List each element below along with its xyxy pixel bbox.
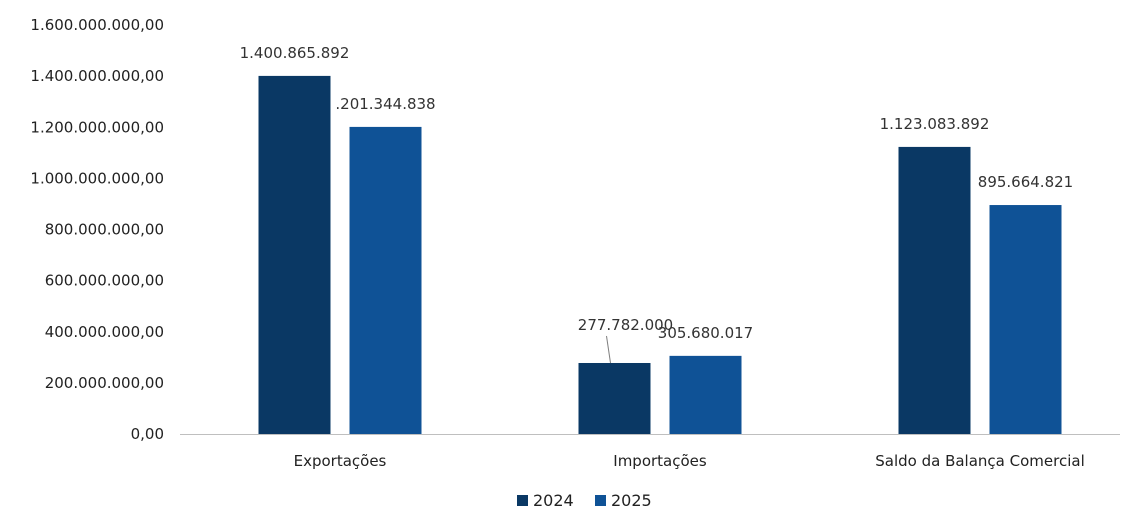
bar-2024-2 — [898, 146, 971, 434]
bar-2025-1 — [669, 355, 742, 434]
legend: 2024 2025 — [517, 491, 652, 510]
legend-label-2024: 2024 — [533, 491, 574, 510]
legend-label-2025: 2025 — [611, 491, 652, 510]
x-category-label: Exportações — [294, 452, 387, 470]
data-label-2024-0: 1.400.865.892 — [240, 44, 350, 62]
y-tick-label: 0,00 — [131, 425, 164, 443]
data-label-2025-0: .201.344.838 — [335, 95, 435, 113]
x-axis: Exportações Importações Saldo da Balança C… — [294, 452, 1085, 470]
data-label-2025-1: 305.680.017 — [658, 324, 753, 342]
y-tick-label: 200.000.000,00 — [45, 374, 164, 392]
legend-swatch-2025 — [595, 495, 606, 506]
bar-2024-1 — [578, 362, 651, 434]
y-tick-label: 400.000.000,00 — [45, 323, 164, 341]
y-tick-label: 800.000.000,00 — [45, 221, 164, 239]
y-tick-label: 600.000.000,00 — [45, 272, 164, 290]
bar-2025-0 — [349, 126, 422, 435]
bar-2025-2 — [989, 205, 1062, 434]
bars — [258, 75, 1062, 435]
y-tick-label: 1.000.000.000,00 — [30, 169, 164, 187]
y-tick-label: 1.400.000.000,00 — [30, 67, 164, 85]
data-label-2024-2: 1.123.083.892 — [880, 115, 990, 133]
data-labels: 1.400.865.892 .201.344.838 277.782.000305.… — [240, 44, 1073, 364]
bar-2024-0 — [258, 75, 331, 434]
data-label-2025-2: 895.664.821 — [978, 173, 1073, 191]
y-tick-label: 1.600.000.000,00 — [30, 16, 164, 34]
x-category-label: Saldo da Balança Comercial — [875, 452, 1085, 470]
data-label-2024-1: 277.782.000 — [578, 316, 673, 334]
legend-swatch-2024 — [517, 495, 528, 506]
x-category-label: Importações — [613, 452, 707, 470]
y-tick-label: 1.200.000.000,00 — [30, 118, 164, 136]
data-label-leader-line — [606, 335, 611, 364]
y-axis: 0,00 200.000.000,00 400.000.000,00 600.000.… — [30, 16, 164, 443]
